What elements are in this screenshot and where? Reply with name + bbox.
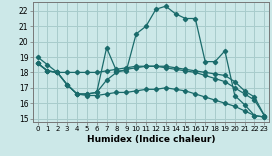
X-axis label: Humidex (Indice chaleur): Humidex (Indice chaleur) [87,135,215,144]
